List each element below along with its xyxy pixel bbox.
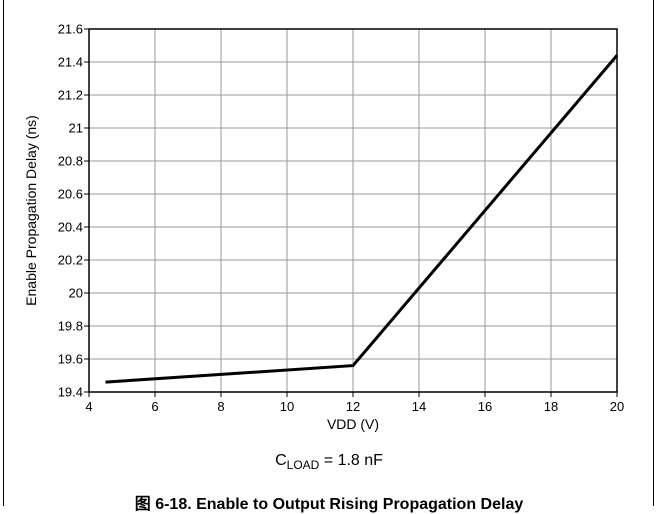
figure-frame — [3, 0, 654, 506]
condition-value: = 1.8 nF — [319, 452, 383, 469]
load-condition: CLOAD = 1.8 nF — [0, 452, 658, 472]
x-tick-label: 12 — [346, 399, 360, 414]
x-tick-labels: 4 6 8 10 12 14 16 18 20 — [85, 399, 624, 414]
y-tick-label: 19.4 — [58, 385, 83, 400]
y-axis-label: Enable Propagation Delay (ns) — [23, 115, 39, 306]
x-axis-label: VDD (V) — [327, 416, 379, 432]
y-tick-label: 20.2 — [58, 253, 83, 268]
x-tick-label: 20 — [610, 399, 624, 414]
series-line — [105, 54, 619, 384]
x-tick-label: 14 — [412, 399, 426, 414]
y-tick-label: 21.6 — [58, 22, 83, 37]
condition-base: C — [275, 452, 287, 469]
x-tick-label: 4 — [85, 399, 92, 414]
x-tick-label: 6 — [151, 399, 158, 414]
y-tick-label: 19.8 — [58, 319, 83, 334]
line-chart: 4 6 8 10 12 14 16 18 20 19.4 19.6 19.8 20 20.2 20.4 20… — [23, 22, 624, 433]
figure-caption: 图 6-18. Enable to Output Rising Propagat… — [134, 496, 524, 513]
condition-subscript: LOAD — [286, 458, 320, 473]
y-tick-label: 20.6 — [58, 187, 83, 202]
y-tick-label: 21.2 — [58, 88, 83, 103]
y-tick-label: 21 — [69, 121, 83, 136]
x-tick-label: 16 — [478, 399, 492, 414]
x-tick-label: 18 — [544, 399, 558, 414]
plot-border — [88, 28, 618, 393]
x-tick-label: 8 — [217, 399, 224, 414]
y-tick-label: 20 — [69, 286, 83, 301]
y-tick-label: 20.4 — [58, 220, 83, 235]
y-tick-label: 19.6 — [58, 352, 83, 367]
grid — [84, 28, 618, 397]
x-tick-label: 10 — [280, 399, 294, 414]
y-tick-labels: 19.4 19.6 19.8 20 20.2 20.4 20.6 20.8 21 21.2 21.4… — [58, 22, 83, 400]
y-tick-label: 20.8 — [58, 154, 83, 169]
y-tick-label: 21.4 — [58, 55, 83, 70]
